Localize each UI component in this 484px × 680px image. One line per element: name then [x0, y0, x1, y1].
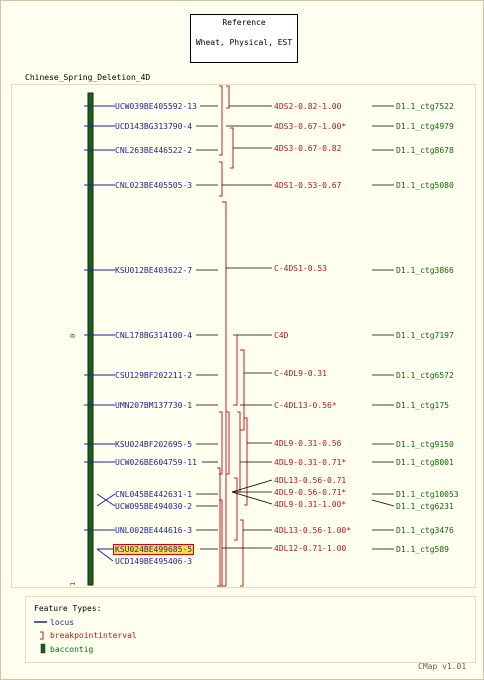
breakpoint-brackets[interactable]: [217, 85, 248, 587]
legend-breakpoint-swatch: [40, 631, 44, 640]
breakpoint-label[interactable]: C-4DL13-0.56*: [274, 401, 337, 410]
locus-label[interactable]: UNL002BE444616-3: [115, 526, 193, 535]
locus-ticks: [84, 105, 116, 562]
legend-item-baccontig: baccontig: [50, 645, 94, 654]
breakpoint-label[interactable]: 4DS3-0.67-1.00*: [274, 122, 347, 131]
contig-label[interactable]: D1.1_ctg5080: [396, 181, 454, 190]
legend-item-breakpoint: breakpointinterval: [50, 631, 137, 640]
locus-label[interactable]: UMN207BM137730-1: [115, 401, 193, 410]
breakpoint-label[interactable]: 4DL13-0.56-0.71: [274, 476, 347, 485]
locus-label[interactable]: UCW039BE405592-13: [115, 102, 197, 111]
breakpoint-label[interactable]: 4DS2-0.82-1.00: [274, 102, 342, 111]
locus-label[interactable]: UCW095BE494030-2: [115, 502, 193, 511]
legend-title: Feature Types:: [34, 604, 102, 613]
contig-label[interactable]: D1.1_ctg175: [396, 401, 449, 410]
contig-label[interactable]: D1.1_ctg8678: [396, 146, 454, 155]
legend-box: [25, 596, 476, 663]
contig-label[interactable]: D1.1_ctg3866: [396, 266, 454, 275]
contig-label[interactable]: D1.1_ctg3476: [396, 526, 454, 535]
breakpoint-label[interactable]: 4DS1-0.53-0.67: [274, 181, 342, 190]
breakpoint-label[interactable]: 4DL12-0.71-1.00: [274, 544, 347, 553]
contig-label[interactable]: D1.1_ctg10053: [396, 490, 459, 499]
breakpoint-label[interactable]: 4DL13-0.56-1.00*: [274, 526, 352, 535]
locus-label[interactable]: UCW026BE604759-11: [115, 458, 197, 467]
breakpoint-label[interactable]: C-4DS1-0.53: [274, 264, 327, 273]
locus-label[interactable]: CNL023BE405505-3: [115, 181, 193, 190]
map-title[interactable]: Chinese_Spring_Deletion_4D: [25, 73, 151, 82]
locus-label[interactable]: KSU012BE403622-7: [115, 266, 193, 275]
locus-label[interactable]: CSU129BF202211-2: [115, 371, 193, 380]
contig-connectors: [371, 105, 395, 550]
breakpoint-label[interactable]: 4DL9-0.31-0.71*: [274, 458, 347, 467]
breakpoint-label[interactable]: 4DL9-0.31-1.00*: [274, 500, 347, 509]
contig-label[interactable]: D1.1_ctg7197: [396, 331, 454, 340]
legend-item-locus: locus: [50, 618, 75, 627]
breakpoint-label[interactable]: C-4DL9-0.31: [274, 369, 327, 378]
contig-label[interactable]: D1.1_ctg6231: [396, 502, 454, 511]
locus-label[interactable]: KSU024BF202695-5: [115, 440, 193, 449]
contig-label[interactable]: D1.1_ctg9150: [396, 440, 454, 449]
map-frame: [11, 84, 476, 588]
legend-baccontig-swatch: [40, 643, 46, 654]
locus-label[interactable]: CNL263BE446522-2: [115, 146, 193, 155]
contig-label[interactable]: D1.1_ctg6572: [396, 371, 454, 380]
contig-label[interactable]: D1.1_ctg7522: [396, 102, 454, 111]
breakpoint-label[interactable]: C4D: [274, 331, 289, 340]
contig-label[interactable]: D1.1_ctg4979: [396, 122, 454, 131]
axis-end-label: 1: [69, 582, 77, 586]
locus-breakpoint-connectors: [196, 105, 218, 550]
locus-label[interactable]: CNL045BE442631-1: [115, 490, 193, 499]
breakpoint-label[interactable]: 4DL9-0.56-0.71*: [274, 488, 347, 497]
reference-subtitle: Wheat, Physical, EST: [195, 38, 293, 47]
baccontig-bar[interactable]: [87, 92, 94, 586]
breakpoint-label[interactable]: 4DS3-0.67-0.82: [274, 144, 342, 153]
locus-label[interactable]: UCD143BG313790-4: [115, 122, 193, 131]
locus-label[interactable]: UCD149BE495406-3: [115, 557, 193, 566]
axis-start-label: 0: [69, 334, 77, 338]
breakpoint-connectors: [222, 105, 273, 549]
locus-label-highlighted[interactable]: KSU024BE499685-5: [113, 544, 195, 555]
cmap-version: CMap v1.01: [418, 662, 467, 671]
reference-title: Reference: [222, 18, 266, 27]
locus-label[interactable]: CNL178BG314100-4: [115, 331, 193, 340]
contig-label[interactable]: D1.1_ctg589: [396, 545, 449, 554]
reference-map-box[interactable]: Reference Wheat, Physical, EST: [190, 14, 298, 63]
contig-label[interactable]: D1.1_ctg8001: [396, 458, 454, 467]
breakpoint-label[interactable]: 4DL9-0.31-0.56: [274, 439, 342, 448]
